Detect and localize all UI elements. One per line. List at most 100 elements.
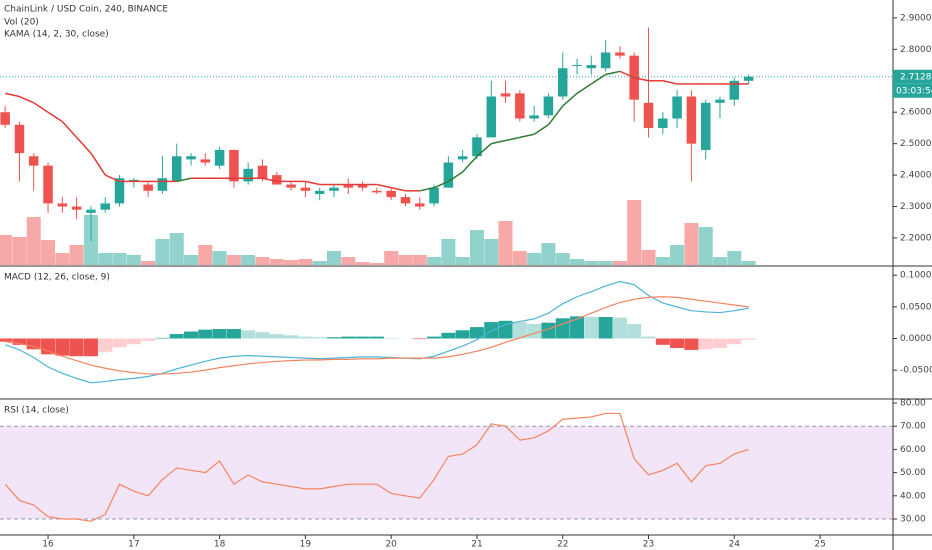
volume-bar xyxy=(226,255,241,265)
macd-histogram-bar xyxy=(712,338,727,349)
candle-body xyxy=(229,149,239,182)
candle-body xyxy=(715,99,725,103)
kama-segment xyxy=(376,183,392,189)
macd-histogram-bar xyxy=(355,336,370,339)
volume-bar xyxy=(698,227,713,265)
macd-histogram-bar xyxy=(69,338,84,357)
macd-histogram-bar xyxy=(184,331,199,339)
candle-body xyxy=(672,96,682,119)
candle-body xyxy=(372,190,382,193)
macd-histogram-bar xyxy=(412,338,427,340)
macd-histogram-bar xyxy=(369,336,384,339)
macd-histogram-bar xyxy=(441,332,456,339)
kama-segment xyxy=(262,177,277,183)
volume-bar xyxy=(512,251,527,265)
macd-histogram-bar xyxy=(727,338,742,345)
macd-label: MACD (12, 26, close, 9) xyxy=(4,273,110,283)
kama-segment xyxy=(33,102,49,113)
last-price-label: 2.7128 xyxy=(900,72,932,82)
kama-segment xyxy=(76,136,92,154)
rsi-band xyxy=(0,426,893,519)
macd-histogram-bar xyxy=(541,322,556,339)
macd-histogram-bar xyxy=(570,316,585,339)
y-tick-label: -0.0500 xyxy=(900,366,932,376)
volume-bar xyxy=(441,239,456,265)
kama-segment xyxy=(576,83,592,94)
kama-segment xyxy=(176,177,192,183)
volume-bar xyxy=(369,263,384,265)
candle-body xyxy=(429,187,439,204)
volume-bar xyxy=(284,260,299,265)
candle-body xyxy=(386,190,396,198)
volume-bar xyxy=(469,230,484,265)
macd-histogram-bar xyxy=(155,337,170,339)
macd-histogram-bar xyxy=(598,316,613,339)
candle-body xyxy=(71,206,82,210)
candle-body xyxy=(43,165,53,204)
volume-bar xyxy=(126,255,141,265)
candle-body xyxy=(700,102,711,150)
y-tick-label: 2.9000 xyxy=(900,13,932,23)
macd-histogram-bar xyxy=(512,322,527,339)
volume-bar xyxy=(269,259,284,265)
candle-body xyxy=(515,93,525,119)
candle-body xyxy=(457,156,468,160)
macd-histogram-bar xyxy=(655,338,670,345)
kama-segment xyxy=(61,121,78,138)
y-tick-label: 0.0500 xyxy=(900,302,932,312)
macd-histogram-bar xyxy=(226,329,241,339)
volume-bar xyxy=(555,253,570,265)
volume-bar xyxy=(241,255,256,265)
kama-segment xyxy=(104,174,120,183)
volume-bar xyxy=(384,251,399,265)
macd-histogram-bar xyxy=(198,329,213,339)
candle-body xyxy=(357,184,368,188)
volume-bar xyxy=(584,261,599,265)
kama-segment xyxy=(462,155,478,173)
candle-body xyxy=(686,96,697,144)
volume-bar xyxy=(112,253,127,265)
y-tick-label: 60.00 xyxy=(900,445,926,455)
y-tick-label: 2.8000 xyxy=(900,45,932,55)
macd-histogram-bar xyxy=(112,338,127,348)
kama-segment xyxy=(391,186,406,192)
volume-bar xyxy=(398,255,413,265)
candle-body xyxy=(472,137,482,157)
candle-body xyxy=(486,96,497,138)
volume-bar xyxy=(612,261,627,265)
volume-bar xyxy=(684,223,699,265)
candle-body xyxy=(343,184,354,188)
candle-body xyxy=(114,178,125,204)
kama-segment xyxy=(476,143,492,157)
kama-segment xyxy=(90,152,106,176)
volume-bar xyxy=(427,257,442,265)
volume-bar xyxy=(326,251,341,265)
y-tick-label: 40.00 xyxy=(900,491,926,501)
candle-body xyxy=(100,203,111,210)
macd-histogram-bar xyxy=(741,338,756,340)
candle-body xyxy=(572,65,582,67)
candle-body xyxy=(286,184,296,188)
candle-body xyxy=(600,52,611,69)
volume-bar xyxy=(41,240,56,265)
kama-segment xyxy=(505,136,521,142)
volume-bar xyxy=(155,239,170,265)
kama-segment xyxy=(491,139,506,145)
kama-segment xyxy=(305,180,320,186)
kama-segment xyxy=(590,73,607,85)
kama-segment xyxy=(419,186,435,192)
macd-histogram-bar xyxy=(26,338,41,350)
kama-segment xyxy=(19,95,35,104)
candle-body xyxy=(643,102,654,128)
macd-histogram-bar xyxy=(126,338,141,345)
volume-bar xyxy=(312,261,327,265)
x-tick-label: 18 xyxy=(214,540,226,550)
macd-histogram-bar xyxy=(641,336,656,339)
volume-bar xyxy=(141,261,156,265)
kama-segment xyxy=(662,80,678,85)
volume-bar xyxy=(412,255,427,265)
kama-segment xyxy=(634,76,649,82)
macd-histogram-bar xyxy=(98,338,113,352)
volume-bar xyxy=(0,235,13,265)
